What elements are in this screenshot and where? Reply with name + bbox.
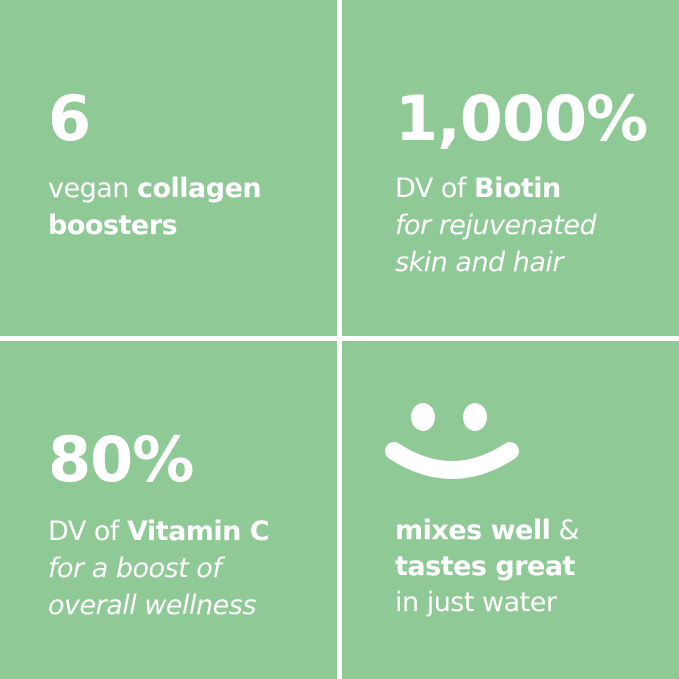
smiley-face-icon bbox=[382, 401, 522, 491]
text-italic: for rejuvenated bbox=[395, 210, 597, 241]
smiley-eye-left bbox=[411, 403, 435, 431]
text-bold: boosters bbox=[48, 210, 178, 241]
text-italic: overall wellness bbox=[48, 590, 256, 621]
tile-taste: mixes well & tastes great in just water bbox=[342, 341, 679, 679]
text-italic: skin and hair bbox=[395, 247, 564, 278]
taste-description: mixes well & tastes great in just water bbox=[395, 513, 579, 621]
text-regular: DV of bbox=[395, 173, 474, 204]
stat-value: 1,000% bbox=[395, 82, 648, 155]
smiley-eye-right bbox=[463, 403, 487, 431]
text-bold: collagen bbox=[136, 173, 262, 204]
text-bold: tastes great bbox=[395, 551, 575, 582]
text-regular: vegan bbox=[48, 173, 137, 204]
stat-value: 6 bbox=[48, 82, 91, 155]
text-bold: mixes well bbox=[395, 515, 551, 546]
stat-description: DV of Vitamin C for a boost of overall w… bbox=[48, 513, 270, 624]
text-bold: Vitamin C bbox=[126, 516, 270, 547]
text-regular: DV of bbox=[48, 516, 127, 547]
tile-biotin: 1,000% DV of Biotin for rejuvenated skin… bbox=[342, 0, 679, 336]
smiley-mouth bbox=[385, 442, 519, 479]
text-regular: & bbox=[550, 515, 579, 546]
stat-description: vegan collagen boosters bbox=[48, 170, 262, 244]
text-italic: for a boost of bbox=[48, 553, 222, 584]
text-bold: Biotin bbox=[473, 173, 561, 204]
text-regular: in just water bbox=[395, 587, 557, 618]
stat-value: 80% bbox=[48, 423, 194, 496]
stat-description: DV of Biotin for rejuvenated skin and ha… bbox=[395, 170, 597, 281]
tile-collagen-boosters: 6 vegan collagen boosters bbox=[0, 0, 337, 336]
tile-vitamin-c: 80% DV of Vitamin C for a boost of overa… bbox=[0, 341, 337, 679]
